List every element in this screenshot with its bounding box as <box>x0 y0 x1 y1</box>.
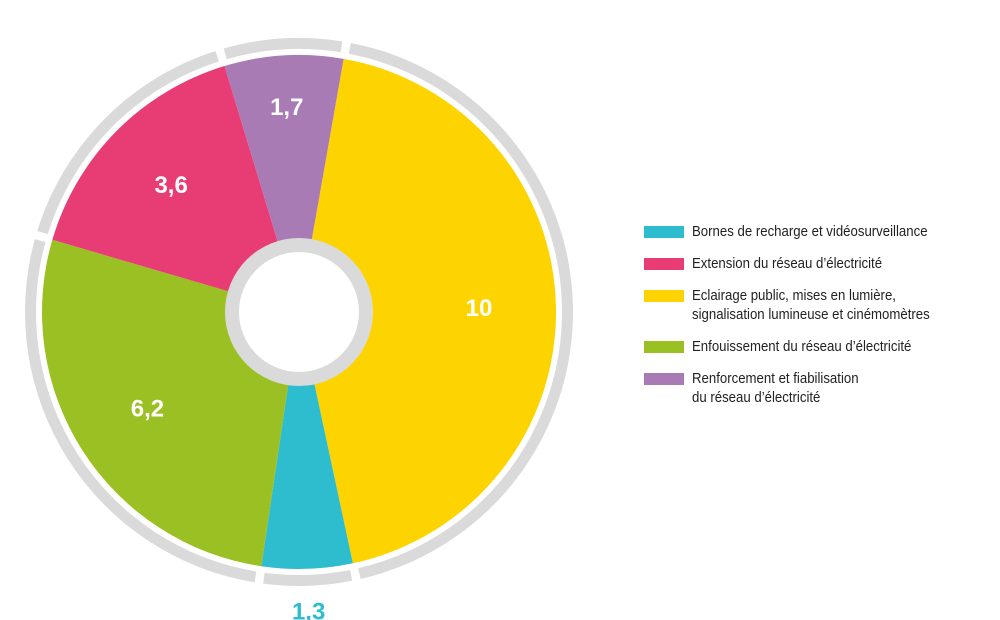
donut-chart: 10 1,3 6,2 3,6 1,7 <box>25 38 574 620</box>
legend-swatch <box>644 373 684 385</box>
outer-ring-segment <box>263 569 353 586</box>
donut-slices <box>41 54 557 570</box>
pie-slice <box>261 312 353 570</box>
legend-item: Extension du réseau d’électricité <box>644 254 994 273</box>
slice-value-label: 6,2 <box>131 396 164 423</box>
legend-item: Bornes de recharge et vidéosurveillance <box>644 222 994 241</box>
legend-swatch <box>644 290 684 302</box>
legend-item: Renforcement et fiabilisation du réseau … <box>644 369 994 407</box>
legend-label: Extension du réseau d’électricité <box>692 255 883 272</box>
legend-swatch <box>644 226 684 238</box>
legend: Bornes de recharge et vidéosurveillance … <box>644 222 994 420</box>
slice-value-label: 1,3 <box>292 598 325 620</box>
legend-label: Eclairage public, mises en lumière, sign… <box>692 287 930 323</box>
pie-slice <box>299 58 557 564</box>
legend-swatch <box>644 258 684 270</box>
donut-hole <box>239 252 359 372</box>
legend-item: Enfouissement du réseau d’électricité <box>644 337 994 356</box>
slice-value-label: 10 <box>466 295 493 322</box>
outer-ring-segment <box>223 38 343 60</box>
pie-slice <box>224 54 344 313</box>
legend-label: Bornes de recharge et vidéosurveillance <box>692 223 928 240</box>
slice-value-label: 1,7 <box>270 94 303 121</box>
outer-ring <box>25 38 574 586</box>
slice-value-label: 3,6 <box>154 172 187 199</box>
legend-swatch <box>644 341 684 353</box>
legend-label: Renforcement et fiabilisation du réseau … <box>692 370 859 406</box>
legend-item: Eclairage public, mises en lumière, sign… <box>644 286 994 324</box>
legend-label: Enfouissement du réseau d’électricité <box>692 338 912 355</box>
pie-slice <box>52 66 299 313</box>
slice-labels: 10 1,3 6,2 3,6 1,7 <box>131 94 493 620</box>
